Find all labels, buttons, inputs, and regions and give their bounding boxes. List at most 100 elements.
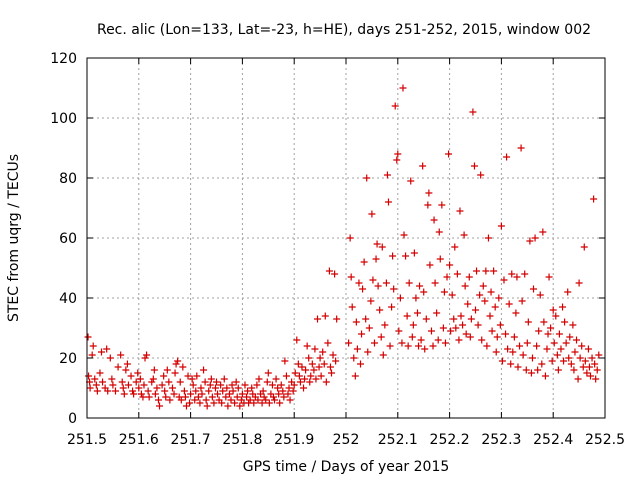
data-point (540, 318, 548, 326)
data-point (210, 399, 218, 407)
data-point (284, 390, 292, 398)
data-point (136, 375, 144, 383)
data-point (232, 378, 240, 386)
data-point (345, 339, 353, 347)
data-point (493, 333, 501, 341)
data-point (378, 243, 386, 251)
data-point (145, 393, 153, 401)
data-point (294, 360, 302, 368)
data-point (214, 390, 222, 398)
data-point (140, 381, 148, 389)
data-point (231, 399, 239, 407)
data-point (553, 351, 561, 359)
data-point (277, 381, 285, 389)
y-tick-label: 20 (59, 351, 77, 367)
data-point (357, 360, 365, 368)
y-tick-label: 100 (50, 111, 77, 127)
data-point (445, 150, 453, 158)
data-point (248, 384, 256, 392)
data-point (170, 390, 178, 398)
data-point (281, 357, 289, 365)
data-point (275, 390, 283, 398)
data-point (92, 381, 100, 389)
data-point (588, 354, 596, 362)
data-point (521, 270, 529, 278)
x-tick-label: 252.1 (378, 432, 418, 448)
data-point (188, 375, 196, 383)
data-point (197, 384, 205, 392)
data-point (579, 363, 587, 371)
data-point (495, 294, 503, 302)
data-point (370, 339, 378, 347)
data-point (263, 378, 271, 386)
data-point (255, 375, 263, 383)
x-axis-label: GPS time / Days of year 2015 (243, 459, 450, 475)
data-point (88, 351, 96, 359)
data-point (593, 366, 601, 374)
data-point (191, 396, 199, 404)
data-point (384, 198, 392, 206)
data-point (484, 234, 492, 242)
data-point (394, 150, 402, 158)
data-point (522, 366, 530, 374)
data-point (478, 336, 486, 344)
data-point (312, 375, 320, 383)
data-point (129, 387, 137, 395)
data-point (269, 393, 277, 401)
data-point (566, 333, 574, 341)
data-point (271, 396, 279, 404)
data-point (238, 390, 246, 398)
data-point (331, 270, 339, 278)
data-point (296, 378, 304, 386)
x-tick-label: 251.6 (119, 432, 159, 448)
data-point (496, 321, 504, 329)
data-point (462, 330, 470, 338)
data-point (431, 279, 439, 287)
data-point (298, 363, 306, 371)
data-point (451, 243, 459, 251)
x-tick-label: 252.4 (533, 432, 573, 448)
data-point (467, 315, 475, 323)
data-point (447, 327, 455, 335)
data-point (139, 393, 147, 401)
data-point (151, 390, 159, 398)
data-point (274, 384, 282, 392)
data-point (595, 351, 603, 359)
data-point (482, 267, 490, 275)
data-point (365, 324, 373, 332)
data-point (205, 387, 213, 395)
data-point (319, 348, 327, 356)
data-point (483, 342, 491, 350)
data-point (372, 255, 380, 263)
data-point (285, 384, 293, 392)
data-point (326, 363, 334, 371)
data-point (469, 108, 477, 116)
data-point (552, 312, 560, 320)
data-point (172, 360, 180, 368)
data-point (536, 291, 544, 299)
data-point (303, 342, 311, 350)
data-point (512, 309, 520, 317)
data-point (450, 315, 458, 323)
data-point (134, 369, 142, 377)
data-point (400, 231, 408, 239)
data-point (291, 369, 299, 377)
data-point (367, 297, 375, 305)
data-point (332, 357, 340, 365)
data-point (460, 231, 468, 239)
data-point (137, 390, 145, 398)
data-point (206, 381, 214, 389)
data-point (561, 318, 569, 326)
data-point (174, 357, 182, 365)
data-point (410, 249, 418, 257)
data-point (517, 144, 525, 152)
data-point (161, 387, 169, 395)
data-point (416, 282, 424, 290)
data-point (429, 342, 437, 350)
data-point (193, 372, 201, 380)
data-point (106, 354, 114, 362)
data-point (262, 396, 270, 404)
data-point (127, 372, 135, 380)
data-point (559, 303, 567, 311)
data-point (490, 267, 498, 275)
